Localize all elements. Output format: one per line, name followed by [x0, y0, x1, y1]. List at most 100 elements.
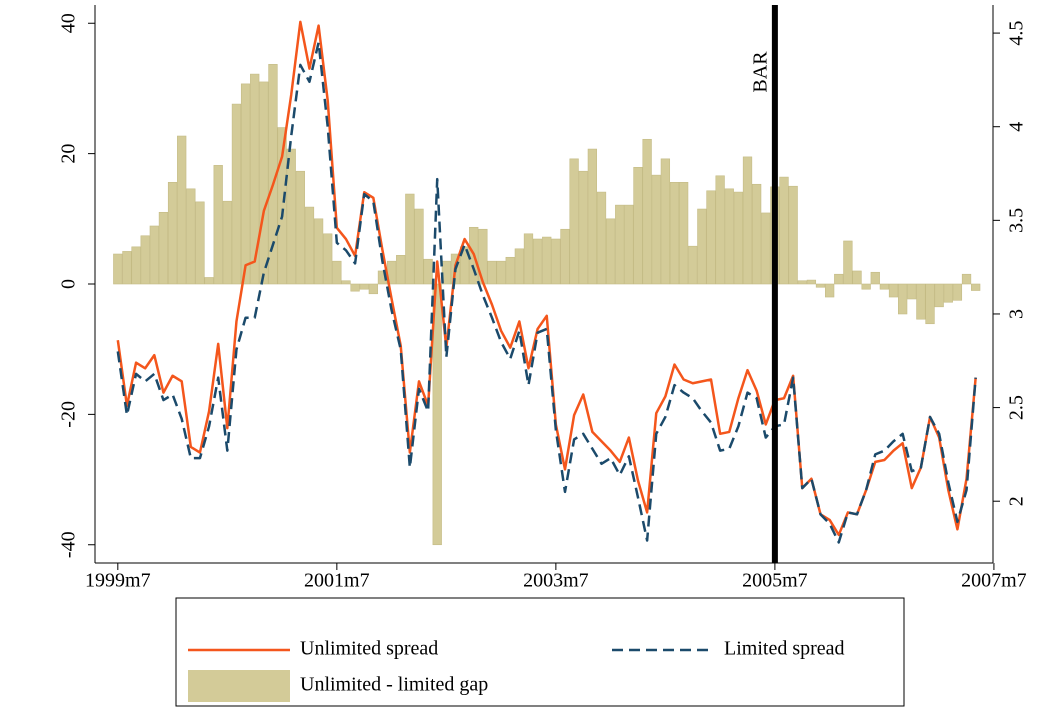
bar — [113, 253, 123, 285]
bar — [916, 283, 926, 320]
bar — [587, 148, 598, 285]
bar — [715, 175, 725, 285]
y-tick-label: 40 — [58, 13, 80, 33]
bar — [532, 238, 543, 285]
bar — [204, 277, 214, 285]
bar — [898, 283, 908, 315]
bar — [432, 283, 442, 546]
bar — [505, 256, 515, 285]
bar — [323, 233, 333, 285]
bar — [341, 280, 351, 285]
bar — [596, 191, 607, 285]
bar — [961, 273, 972, 285]
bar — [724, 188, 734, 285]
bar — [879, 283, 890, 290]
bar — [843, 240, 853, 285]
bar — [733, 191, 744, 285]
bar — [140, 235, 150, 285]
y-tick-label: -20 — [58, 401, 80, 428]
bar — [414, 208, 424, 285]
bar — [779, 176, 789, 285]
bar — [514, 248, 524, 285]
bar — [706, 190, 716, 285]
x-tick-label: 2003m7 — [523, 570, 589, 592]
bar — [925, 283, 935, 325]
bar — [149, 225, 159, 285]
bar — [122, 251, 132, 285]
bar — [295, 170, 305, 285]
bar — [907, 283, 917, 300]
y-tick-label: 0 — [58, 279, 80, 289]
bar — [259, 81, 269, 285]
bar — [861, 283, 871, 290]
bar — [651, 174, 661, 285]
bar — [642, 138, 652, 285]
bar — [286, 148, 296, 285]
bar — [396, 255, 406, 285]
bar — [678, 182, 689, 285]
y2-tick-label: 3.5 — [1006, 208, 1028, 233]
y-tick-label: -40 — [58, 531, 80, 558]
bar — [250, 73, 260, 285]
bar — [186, 188, 196, 285]
bar — [888, 283, 899, 298]
bar — [870, 271, 880, 285]
bar — [934, 283, 944, 308]
y2-tick-label: 3 — [1006, 309, 1028, 319]
bar — [368, 283, 378, 295]
bar — [487, 260, 497, 285]
legend-swatch — [188, 670, 290, 702]
bar — [195, 201, 205, 285]
y2-tick-label: 4 — [1006, 122, 1028, 132]
x-tick-label: 2005m7 — [742, 570, 808, 592]
bar — [332, 260, 342, 285]
bar — [569, 158, 579, 285]
bar — [167, 182, 178, 285]
bar — [697, 208, 707, 285]
bar — [158, 211, 169, 285]
y2-tick-label: 4.5 — [1006, 21, 1028, 46]
bar — [222, 200, 232, 285]
bar — [423, 258, 433, 285]
legend-label: Limited spread — [724, 638, 845, 660]
bar — [952, 283, 963, 301]
line — [116, 20, 977, 537]
bar — [971, 283, 981, 291]
reference-label: BAR — [750, 51, 772, 93]
bar — [359, 283, 369, 290]
line — [116, 41, 977, 544]
bar — [852, 270, 862, 285]
legend-label: Unlimited spread — [300, 638, 438, 660]
bar — [560, 228, 570, 285]
bar — [806, 279, 817, 285]
legend-label: Unlimited - limited gap — [300, 674, 488, 696]
bar — [605, 218, 616, 285]
bar — [797, 280, 807, 285]
bar — [213, 165, 223, 285]
bar — [405, 193, 415, 285]
legend-box — [175, 597, 905, 707]
bar — [788, 185, 798, 285]
bar — [131, 246, 141, 285]
bar — [277, 127, 287, 285]
bar — [943, 283, 953, 303]
bar — [542, 236, 552, 285]
bar — [177, 135, 187, 285]
bar — [240, 83, 251, 285]
y2-tick-label: 2.5 — [1006, 395, 1028, 420]
bar — [304, 206, 315, 285]
y-tick-label: 20 — [58, 144, 80, 164]
bar — [231, 103, 242, 285]
bar — [752, 183, 762, 285]
bar — [761, 212, 771, 285]
x-tick-label: 1999m7 — [85, 570, 151, 592]
bar — [615, 204, 625, 285]
bar — [815, 283, 826, 288]
bar — [633, 167, 643, 285]
bar — [669, 182, 680, 285]
y2-tick-label: 2 — [1006, 496, 1028, 506]
bar — [834, 273, 844, 285]
x-tick-label: 2001m7 — [304, 570, 370, 592]
bar — [742, 156, 753, 285]
